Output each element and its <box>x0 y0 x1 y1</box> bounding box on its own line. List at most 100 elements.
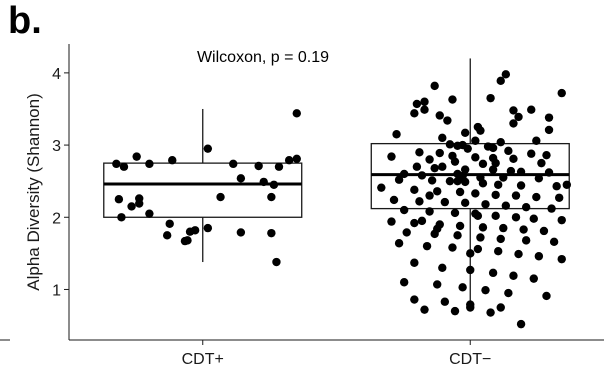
x-tick-label: CDT+ <box>182 351 224 368</box>
data-point <box>491 190 500 200</box>
data-point <box>471 136 480 145</box>
data-point <box>499 173 508 182</box>
data-point <box>438 162 447 171</box>
y-tick-label: 1 <box>52 282 61 299</box>
data-point <box>394 175 404 184</box>
data-point <box>410 109 419 118</box>
data-point <box>499 223 508 233</box>
data-point <box>394 239 404 248</box>
data-point <box>216 192 225 202</box>
data-point <box>435 148 444 158</box>
data-point <box>458 283 467 292</box>
data-point <box>292 109 301 118</box>
data-point <box>554 193 564 202</box>
data-point <box>539 226 549 236</box>
data-point <box>229 159 238 169</box>
data-point <box>420 305 429 314</box>
data-point <box>438 133 447 143</box>
data-point <box>557 254 566 264</box>
data-point <box>471 153 480 162</box>
data-point <box>402 228 411 237</box>
data-point <box>448 95 457 104</box>
data-point <box>463 144 472 153</box>
data-point <box>420 105 429 114</box>
data-point <box>478 223 488 232</box>
data-point <box>377 183 386 192</box>
data-point <box>473 244 483 254</box>
data-point <box>259 177 268 187</box>
data-point <box>486 93 495 103</box>
data-point <box>532 192 541 202</box>
y-tick-label: 3 <box>52 138 61 155</box>
data-point <box>203 144 213 153</box>
data-point <box>112 159 121 169</box>
data-point <box>135 199 144 208</box>
data-point <box>532 136 541 145</box>
y-axis-title: Alpha Diversity (Shannon) <box>24 93 43 290</box>
data-point <box>488 143 498 153</box>
data-point <box>422 241 432 251</box>
data-point <box>445 140 455 149</box>
data-point <box>534 252 544 261</box>
data-point <box>466 249 475 258</box>
data-point <box>509 271 518 280</box>
data-point <box>496 137 505 147</box>
data-point <box>481 200 490 209</box>
data-point <box>127 202 136 211</box>
data-point <box>168 156 177 165</box>
data-point <box>453 176 462 186</box>
data-point <box>473 211 483 221</box>
box-iqr <box>103 162 303 218</box>
data-point <box>445 176 455 186</box>
data-point <box>516 319 526 329</box>
data-point <box>190 226 200 235</box>
data-point <box>269 180 279 189</box>
data-point <box>425 207 434 216</box>
data-point <box>417 216 427 226</box>
data-point <box>494 180 503 189</box>
data-point <box>471 189 480 198</box>
data-point <box>420 97 429 106</box>
data-point <box>542 291 551 301</box>
data-point <box>433 224 442 234</box>
data-point <box>460 177 470 187</box>
data-point <box>412 99 422 109</box>
data-point <box>399 169 409 179</box>
data-point <box>430 81 439 91</box>
data-point <box>516 181 526 190</box>
data-point <box>236 174 246 183</box>
axes: 1 2 3 4 CDT+ CDT− <box>0 44 604 368</box>
data-point <box>504 146 513 156</box>
y-tick-label: 4 <box>52 66 61 83</box>
data-point <box>387 152 396 161</box>
data-point <box>509 106 518 115</box>
data-point <box>399 278 409 287</box>
data-point <box>410 185 419 195</box>
data-point <box>504 288 513 298</box>
data-point <box>425 191 434 200</box>
data-point <box>453 231 462 240</box>
data-point <box>145 209 154 218</box>
data-point <box>274 162 284 171</box>
data-point <box>478 179 488 188</box>
data-point <box>450 208 460 218</box>
data-point <box>450 306 460 316</box>
data-point <box>272 257 281 267</box>
data-point <box>117 213 126 222</box>
data-point <box>267 228 276 238</box>
data-point <box>557 88 566 98</box>
data-point <box>430 163 439 173</box>
data-point <box>410 295 419 304</box>
data-point <box>529 214 538 223</box>
data-point <box>534 174 544 183</box>
data-point <box>180 236 190 246</box>
data-point <box>488 268 498 278</box>
data-point <box>514 112 523 122</box>
data-point <box>509 119 518 128</box>
data-point <box>501 70 511 79</box>
data-point <box>145 159 154 169</box>
data-point <box>552 182 561 191</box>
data-point <box>460 198 470 208</box>
data-point <box>473 122 483 132</box>
data-point <box>412 162 422 171</box>
